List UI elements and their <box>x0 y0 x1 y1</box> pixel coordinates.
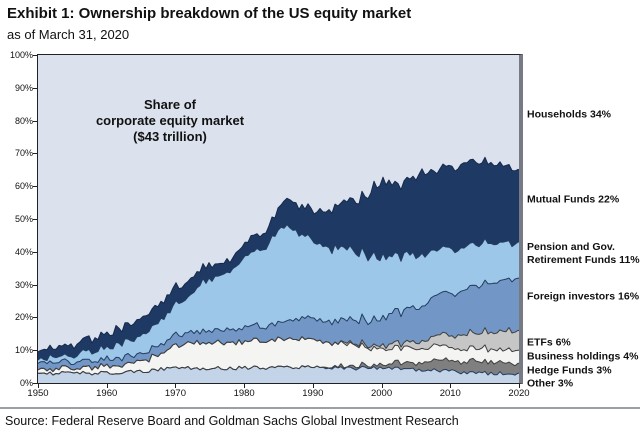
series-label-other: Other 3% <box>527 377 574 390</box>
x-tick-label: 1950 <box>27 388 49 399</box>
chart-annotation: Share of corporate equity market ($43 tr… <box>95 97 245 144</box>
x-tick-label: 1960 <box>96 388 118 399</box>
y-tick-mark <box>33 251 37 253</box>
stacked-area-svg <box>38 156 519 383</box>
edge-etfs <box>38 327 519 373</box>
area-pension_funds <box>38 224 519 365</box>
y-tick-mark <box>33 219 37 220</box>
exhibit-title: Exhibit 1: Ownership breakdown of the US… <box>7 5 412 22</box>
y-tick-label: 90% <box>14 82 33 93</box>
x-tick-label: 1990 <box>302 388 324 399</box>
y-tick-label: 60% <box>14 181 33 192</box>
x-tick-label: 2010 <box>439 388 461 399</box>
x-tick-mark <box>519 384 520 388</box>
plot-area: Share of corporate equity market ($43 tr… <box>37 54 523 384</box>
source-divider <box>0 407 640 409</box>
x-tick-mark <box>312 384 314 388</box>
series-label-households: Households 34% <box>527 108 612 121</box>
y-tick-mark <box>33 350 37 352</box>
area-other <box>38 365 519 383</box>
series-label-etfs: ETFs 6% <box>527 336 571 349</box>
y-tick-label: 70% <box>14 148 33 159</box>
y-tick-label: 30% <box>14 279 33 290</box>
x-tick-mark <box>450 384 452 388</box>
edge-mutual_funds <box>38 156 519 353</box>
y-tick-mark <box>33 317 37 319</box>
y-tick-mark <box>33 284 37 286</box>
area-foreign_investors <box>38 278 519 372</box>
y-tick-mark <box>33 120 37 122</box>
y-tick-mark <box>33 383 37 384</box>
y-tick-label: 20% <box>14 312 33 323</box>
area-etfs <box>38 327 519 372</box>
y-tick-label: 50% <box>14 214 33 224</box>
y-tick-label: 10% <box>14 345 33 356</box>
x-tick-mark <box>244 384 246 388</box>
y-tick-label: 80% <box>14 115 33 126</box>
series-label-mutual_funds: Mutual Funds 22% <box>527 193 620 206</box>
y-tick-mark <box>33 87 37 89</box>
x-tick-label: 1980 <box>233 388 255 399</box>
y-tick-label: 100% <box>9 50 33 60</box>
edge-hedge_funds <box>38 357 519 376</box>
x-tick-label: 2000 <box>370 388 393 399</box>
x-tick-label: 1970 <box>164 388 186 399</box>
y-tick-mark <box>33 153 37 155</box>
area-business_holdings <box>38 336 519 375</box>
x-tick-mark <box>175 384 177 388</box>
y-tick-mark <box>33 55 37 56</box>
x-tick-mark <box>106 384 108 388</box>
series-label-business_holdings: Business holdings 4% <box>527 350 639 363</box>
y-tick-mark <box>33 186 37 188</box>
series-label-pension_funds: Pension and Gov. Retirement Funds 11% <box>527 241 640 266</box>
x-tick-mark <box>381 384 383 388</box>
area-mutual_funds <box>38 157 519 361</box>
exhibit-subtitle: as of March 31, 2020 <box>7 27 130 42</box>
edge-foreign_investors <box>38 277 519 365</box>
x-tick-label: 2020 <box>508 388 530 399</box>
source-text: Source: Federal Reserve Board and Goldma… <box>5 414 459 428</box>
y-tick-label: 0% <box>19 378 33 388</box>
series-label-foreign_investors: Foreign investors 16% <box>527 290 640 303</box>
x-tick-mark <box>38 384 39 388</box>
edge-pension_funds <box>38 224 519 361</box>
series-label-hedge_funds: Hedge Funds 3% <box>527 364 612 377</box>
y-tick-label: 40% <box>14 246 33 257</box>
